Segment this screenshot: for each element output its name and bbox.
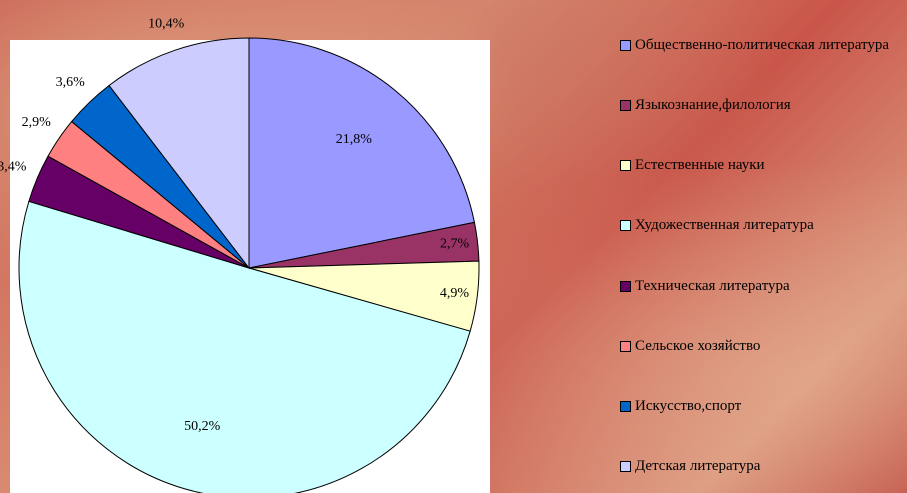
legend-swatch <box>620 220 631 231</box>
legend-item: Общественно-политическая литература <box>620 36 907 55</box>
legend-label: Искусство,спорт <box>635 397 741 416</box>
legend-item: Естественные науки <box>620 156 907 175</box>
legend-item: Сельское хозяйство <box>620 337 907 356</box>
data-label: 21,8% <box>336 132 373 147</box>
data-label: 10,4% <box>148 16 185 31</box>
data-label: 4,9% <box>440 286 470 301</box>
data-label: 2,9% <box>22 115 52 130</box>
data-label: 3,6% <box>56 75 86 90</box>
legend-item: Детская литература <box>620 457 907 476</box>
legend-item: Художественная литература <box>620 216 907 235</box>
legend-label: Естественные науки <box>635 156 765 175</box>
legend-item: Искусство,спорт <box>620 397 907 416</box>
legend-label: Техническая литература <box>635 277 790 296</box>
legend-item: Техническая литература <box>620 277 907 296</box>
legend-label: Общественно-политическая литература <box>635 36 889 55</box>
data-label: 50,2% <box>184 419 221 434</box>
legend-swatch <box>620 401 631 412</box>
legend-label: Детская литература <box>635 457 760 476</box>
legend-item: Языкознание,филология <box>620 96 907 115</box>
legend-swatch <box>620 461 631 472</box>
legend-swatch <box>620 100 631 111</box>
legend-label: Сельское хозяйство <box>635 337 760 356</box>
data-label: 2,7% <box>440 237 470 252</box>
legend-swatch <box>620 341 631 352</box>
legend-swatch <box>620 160 631 171</box>
legend-label: Художественная литература <box>635 216 814 235</box>
legend-swatch <box>620 281 631 292</box>
legend-swatch <box>620 40 631 51</box>
legend: Общественно-политическая литература Языко… <box>620 36 907 476</box>
legend-label: Языкознание,филология <box>635 96 791 115</box>
data-label: 3,4% <box>0 160 27 175</box>
screen: 21,8% 2,7% 4,9% 50,2% 3,4% 2,9% 3,6% 10,4% Обще… <box>0 0 907 493</box>
